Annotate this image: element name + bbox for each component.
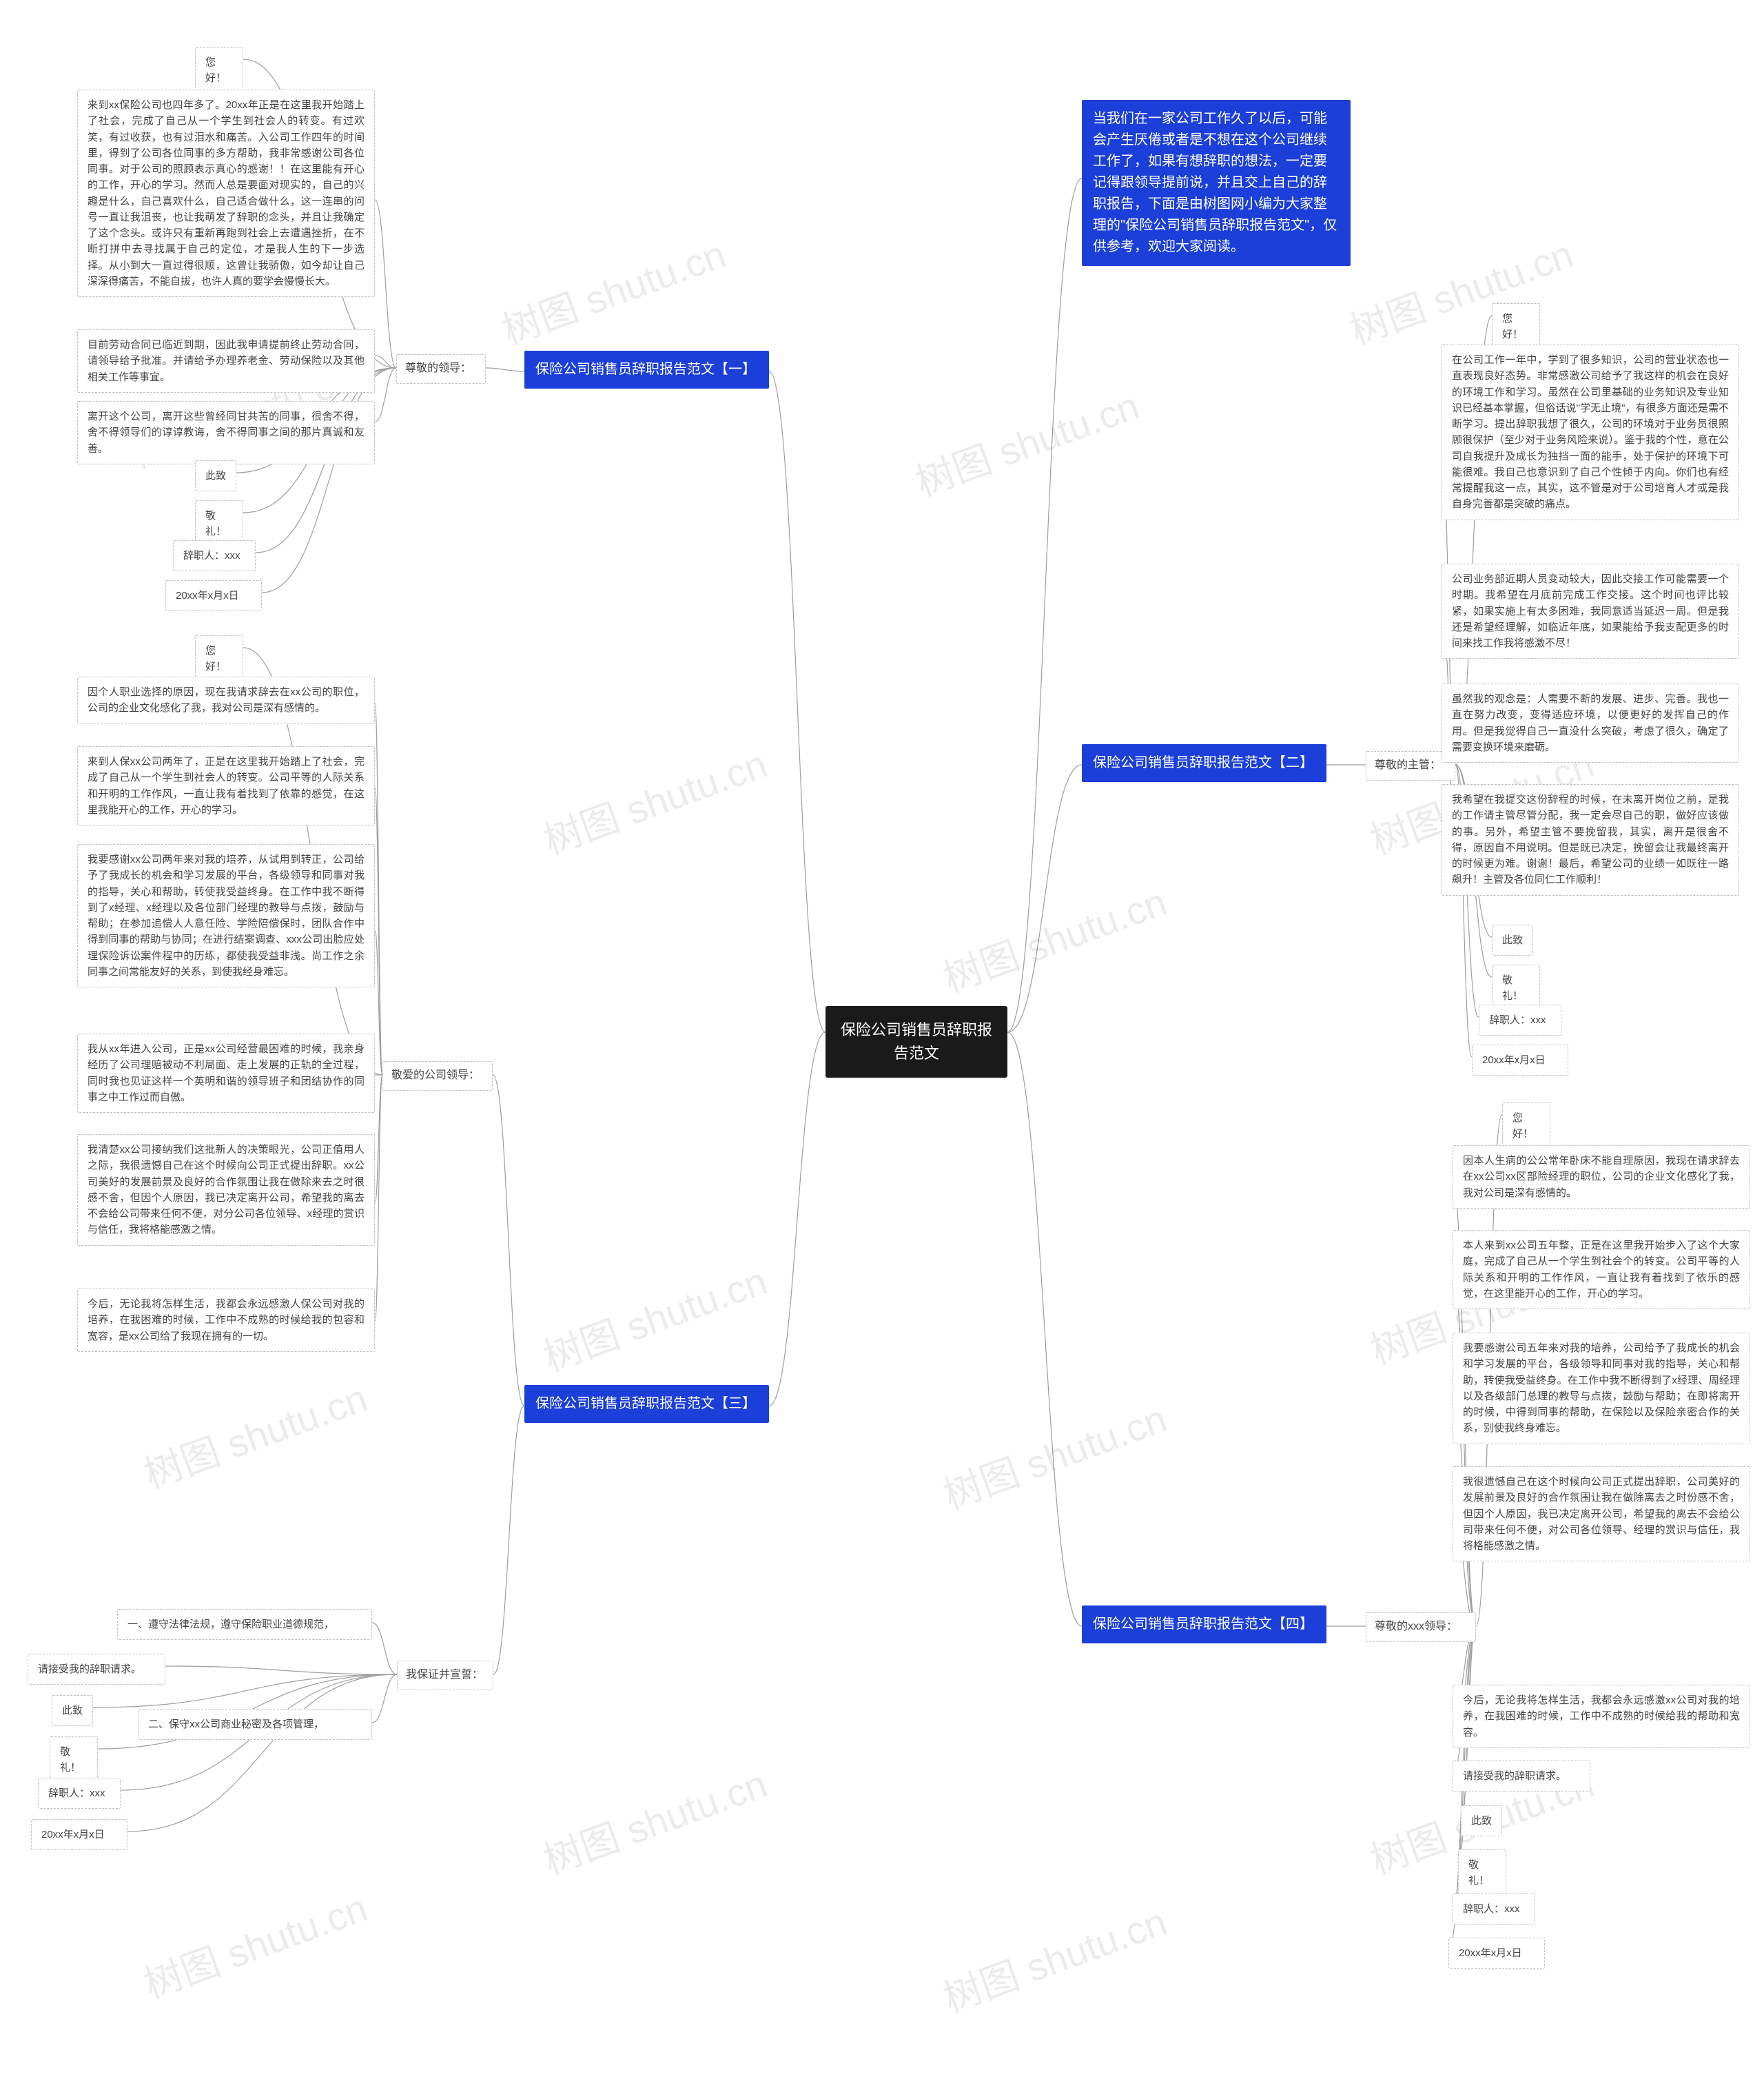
watermark: 树图 shutu.cn [135, 1877, 374, 2009]
leaf-s3-0-0: 您好！ [195, 635, 243, 683]
watermark: 树图 shutu.cn [934, 871, 1173, 1003]
watermark: 树图 shutu.cn [493, 223, 732, 356]
leaf-s3-0-1: 因个人职业选择的原因，现在我请求辞去在xx公司的职位，公司的企业文化感化了我，我… [77, 677, 375, 724]
label-s4-0: 尊敬的xxx领导： [1366, 1612, 1476, 1642]
leaf-s4-0-2: 本人来到xx公司五年整，正是在这里我开始步入了这个大家庭，完成了自己从一个学生到… [1453, 1230, 1750, 1309]
leaf-s3-1-4: 二、保守xx公司商业秘密及各项管理， [138, 1709, 372, 1740]
leaf-s2-0-4: 我希望在我提交这份辞程的时候，在未离开岗位之前，是我的工作请主管尽管分配，我一定… [1442, 784, 1739, 896]
leaf-s1-0-3: 离开这个公司，离开这些曾经同甘共苦的同事，很舍不得，舍不得领导们的谆谆教诲，舍不… [77, 401, 375, 464]
leaf-s2-0-2: 公司业务部近期人员变动较大，因此交接工作可能需要一个时期。我希望在月底前完成工作… [1442, 564, 1739, 659]
section-s4: 保险公司销售员辞职报告范文【四】 [1082, 1605, 1326, 1643]
leaf-s3-0-6: 今后，无论我将怎样生活，我都会永远感激人保公司对我的培养，在我困难的时候，工作中… [77, 1289, 375, 1352]
leaf-s1-0-4: 此致 [195, 460, 236, 491]
leaf-s3-1-5: 辞职人：xxx [38, 1778, 121, 1809]
watermark: 树图 shutu.cn [907, 375, 1146, 507]
section-s2: 保险公司销售员辞职报告范文【二】 [1082, 744, 1326, 782]
section-s3: 保险公司销售员辞职报告范文【三】 [524, 1385, 769, 1423]
leaf-s4-0-7: 此致 [1461, 1805, 1502, 1836]
watermark: 树图 shutu.cn [135, 1367, 374, 1499]
leaf-s3-1-0: 一、遵守法律法规，遵守保险职业道德规范， [117, 1609, 372, 1640]
leaf-s3-1-3: 敬礼！ [50, 1736, 98, 1784]
leaf-s2-0-5: 此致 [1492, 925, 1533, 956]
leaf-s1-0-0: 您好！ [195, 47, 243, 94]
leaf-s4-0-1: 因本人生病的公公常年卧床不能自理原因，我现在请求辞去在xx公司xx区部险经理的职… [1453, 1145, 1750, 1209]
leaf-s4-0-0: 您好！ [1502, 1102, 1550, 1150]
watermark: 树图 shutu.cn [934, 1388, 1173, 1520]
intro-node: 当我们在一家公司工作久了以后，可能会产生厌倦或者是不想在这个公司继续工作了，如果… [1082, 100, 1351, 266]
leaf-s4-0-8: 敬礼！ [1458, 1849, 1506, 1897]
section-s1: 保险公司销售员辞职报告范文【一】 [524, 351, 769, 389]
leaf-s1-0-6: 辞职人：xxx [173, 540, 256, 571]
leaf-s2-0-8: 20xx年x月x日 [1472, 1045, 1568, 1076]
watermark: 树图 shutu.cn [934, 1891, 1173, 2023]
watermark: 树图 shutu.cn [535, 733, 774, 865]
leaf-s4-0-4: 我很遗憾自己在这个时候向公司正式提出辞职，公司美好的发展前景及良好的合作氛围让我… [1453, 1466, 1750, 1561]
root-node: 保险公司销售员辞职报告范文 [825, 1006, 1007, 1078]
watermark: 树图 shutu.cn [535, 1753, 774, 1885]
leaf-s3-0-2: 来到人保xx公司两年了，正是在这里我开始踏上了社会，完成了自己从一个学生到社会人… [77, 746, 375, 825]
leaf-s1-0-2: 目前劳动合同已临近到期，因此我申请提前终止劳动合同，请领导给予批准。并请给予办理… [77, 329, 375, 393]
label-s1-0: 尊敬的领导： [396, 354, 486, 384]
leaf-s4-0-6: 请接受我的辞职请求。 [1453, 1761, 1590, 1792]
leaf-s4-0-3: 我要感谢公司五年来对我的培养，公司给予了我成长的机会和学习发展的平台，各级领导和… [1453, 1333, 1750, 1444]
leaf-s3-1-6: 20xx年x月x日 [31, 1819, 127, 1850]
leaf-s3-1-1: 请接受我的辞职请求。 [28, 1654, 165, 1685]
leaf-s3-0-4: 我从xx年进入公司，正是xx公司经营最困难的时候，我亲身经历了公司理赔被动不利局… [77, 1034, 375, 1113]
leaf-s3-0-5: 我清楚xx公司接纳我们这批新人的决策眼光，公司正值用人之际，我很遗憾自己在这个时… [77, 1134, 375, 1246]
leaf-s2-0-3: 虽然我的观念是：人需要不断的发展、进步、完善。我也一直在努力改变，变得适应环境，… [1442, 684, 1739, 763]
leaf-s3-1-2: 此致 [52, 1695, 93, 1726]
label-s3-0: 敬爱的公司领导： [382, 1061, 493, 1091]
watermark: 树图 shutu.cn [535, 1250, 774, 1382]
leaf-s3-0-3: 我要感谢xx公司两年来对我的培养，从试用到转正，公司给予了我成长的机会和学习发展… [77, 844, 375, 987]
leaf-s1-0-1: 来到xx保险公司也四年多了。20xx年正是在这里我开始踏上了社会，完成了自己从一… [77, 90, 375, 297]
leaf-s2-0-0: 您好！ [1492, 303, 1540, 351]
watermark: 树图 shutu.cn [1341, 223, 1580, 356]
leaf-s2-0-7: 辞职人：xxx [1479, 1005, 1561, 1036]
leaf-s1-0-7: 20xx年x月x日 [165, 580, 262, 611]
leaf-s4-0-10: 20xx年x月x日 [1448, 1938, 1545, 1969]
label-s3-1: 我保证并宣誓： [397, 1661, 493, 1690]
leaf-s4-0-9: 辞职人：xxx [1453, 1894, 1535, 1925]
leaf-s4-0-5: 今后，无论我将怎样生活，我都会永远感激xx公司对我的培养，在我困难的时候，工作中… [1453, 1685, 1750, 1748]
leaf-s2-0-1: 在公司工作一年中，学到了很多知识，公司的营业状态也一直表现良好态势。非常感激公司… [1442, 345, 1739, 520]
